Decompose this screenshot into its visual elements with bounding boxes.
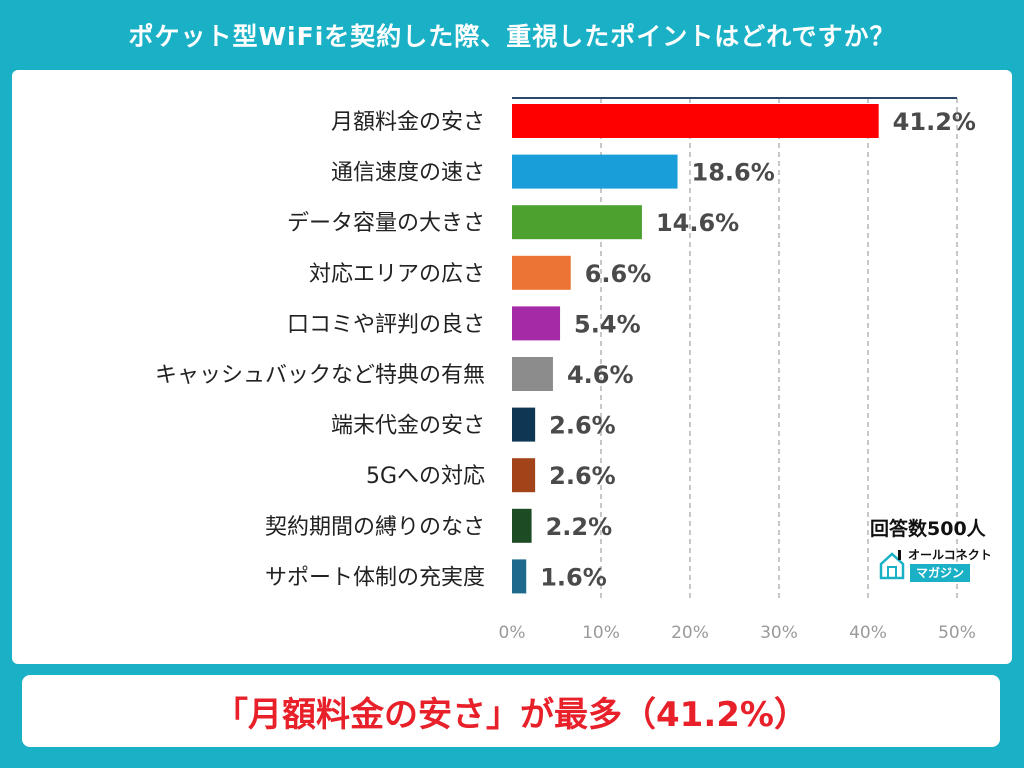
bar [512, 508, 532, 543]
data-label: 4.6% [567, 361, 634, 389]
data-label: 2.6% [549, 412, 616, 440]
summary-banner: 「月額料金の安さ」が最多（41.2%） [22, 675, 1000, 747]
bar [512, 357, 553, 391]
x-tick-label: 10% [582, 623, 620, 643]
data-label: 41.2% [893, 108, 976, 136]
data-label: 1.6% [540, 563, 607, 591]
category-label: 月額料金の安さ [331, 110, 485, 135]
data-label: 2.6% [549, 462, 616, 490]
logo-top-text: オールコネクト [908, 548, 992, 562]
category-label: 端末代金の安さ [331, 414, 485, 439]
category-label: データ容量の大きさ [287, 211, 485, 236]
data-label: 2.2% [546, 513, 613, 541]
bar [512, 255, 571, 290]
chart-title: ポケット型WiFiを契約した際、重視したポイントはどれですか？ [128, 22, 896, 51]
data-label: 14.6% [656, 209, 739, 237]
bar [512, 458, 536, 493]
sample-size-note: 回答数500人 [870, 518, 986, 540]
category-label: 5Gへの対応 [366, 464, 485, 489]
bar [512, 104, 879, 138]
bar [512, 306, 561, 341]
bar [512, 407, 536, 442]
bar [512, 205, 642, 240]
category-label: サポート体制の充実度 [265, 565, 485, 590]
category-label: 通信速度の速さ [331, 161, 485, 186]
data-label: 18.6% [692, 159, 775, 187]
brand-logo: オールコネクト マガジン [878, 546, 998, 586]
category-label: 対応エリアの広さ [309, 262, 485, 287]
x-tick-label: 20% [671, 623, 709, 643]
x-tick-label: 50% [938, 623, 976, 643]
category-label: 契約期間の縛りのなさ [265, 515, 485, 540]
logo-bottom-text: マガジン [910, 564, 971, 582]
data-label: 6.6% [585, 260, 652, 288]
bar [512, 154, 678, 189]
bar [512, 559, 527, 594]
x-tick-label: 0% [499, 623, 526, 643]
category-label: キャッシュバックなど特典の有無 [155, 363, 485, 388]
category-label: 口コミや評判の良さ [287, 312, 485, 337]
house-icon [879, 550, 905, 580]
bar-chart: 0% 10% 20% 30% 40% 50% 月額料金の安さ 41.2% 通信速度の速さ 18.6… [155, 97, 976, 643]
x-tick-label: 40% [849, 623, 887, 643]
data-label: 5.4% [574, 310, 641, 338]
x-tick-label: 30% [760, 623, 798, 643]
